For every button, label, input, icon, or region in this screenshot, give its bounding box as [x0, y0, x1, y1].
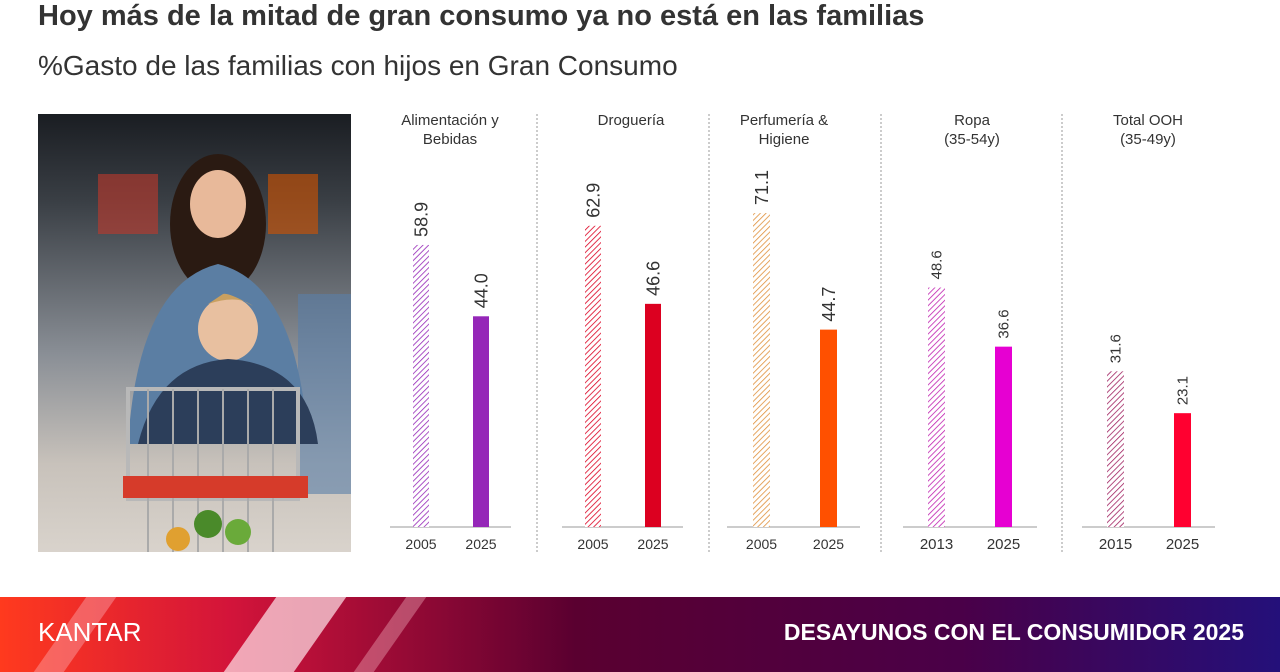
x-tick-label: 2015: [1099, 536, 1132, 553]
x-tick-label: 2025: [465, 536, 496, 552]
panel-title: Ropa (35-54y): [944, 112, 1000, 148]
decorative-streak: [353, 597, 427, 672]
bar-2015: [1107, 371, 1124, 527]
bar-2005: [413, 244, 429, 527]
bar-2025: [473, 316, 489, 527]
data-label: 48.6: [929, 250, 946, 279]
x-tick-label: 2025: [987, 536, 1020, 553]
page-title: Hoy más de la mitad de gran consumo ya n…: [38, 0, 925, 32]
panel-title: Perfumería & Higiene: [740, 112, 828, 148]
mother-child-shopping-cart-photo: [38, 114, 351, 552]
bar-2025: [995, 346, 1012, 527]
bar-2013: [928, 287, 945, 527]
x-tick-label: 2005: [746, 536, 777, 552]
data-label: 31.6: [1108, 334, 1125, 363]
x-tick-label: 2005: [405, 536, 436, 552]
kantar-logo: KANTAR: [38, 617, 142, 647]
panel-title: Droguería: [598, 112, 665, 129]
data-label: 58.9: [411, 202, 431, 237]
data-label: 44.0: [471, 273, 491, 308]
bar-2025: [820, 329, 837, 527]
page-subtitle: %Gasto de las familias con hijos en Gran…: [38, 50, 678, 81]
x-tick-label: 2005: [577, 536, 608, 552]
data-label: 44.7: [819, 287, 839, 322]
event-title: DESAYUNOS CON EL CONSUMIDOR 2025: [783, 619, 1244, 645]
data-label: 71.1: [752, 170, 772, 205]
x-tick-label: 2025: [813, 536, 844, 552]
x-tick-label: 2013: [920, 536, 953, 553]
x-tick-label: 2025: [637, 536, 668, 552]
data-label: 46.6: [643, 261, 663, 296]
bar-chart-panels: Alimentación y Bebidas 58.9 2005 44.0 2025 Dro…: [390, 112, 1215, 553]
data-label: 62.9: [583, 183, 603, 218]
bar-2025: [645, 303, 661, 527]
bar-2005: [585, 225, 601, 527]
decorative-streak: [223, 597, 347, 672]
bar-2025: [1174, 413, 1191, 527]
bar-2005: [753, 213, 770, 527]
photo-illustration: [98, 154, 351, 552]
x-tick-label: 2025: [1166, 536, 1199, 553]
data-label: 36.6: [996, 309, 1013, 338]
data-label: 23.1: [1175, 376, 1192, 405]
panel-title: Total OOH (35-49y): [1113, 112, 1183, 148]
footer-banner: KANTAR DESAYUNOS CON EL CONSUMIDOR 2025: [0, 597, 1280, 672]
panel-title: Alimentación y Bebidas: [401, 112, 499, 148]
